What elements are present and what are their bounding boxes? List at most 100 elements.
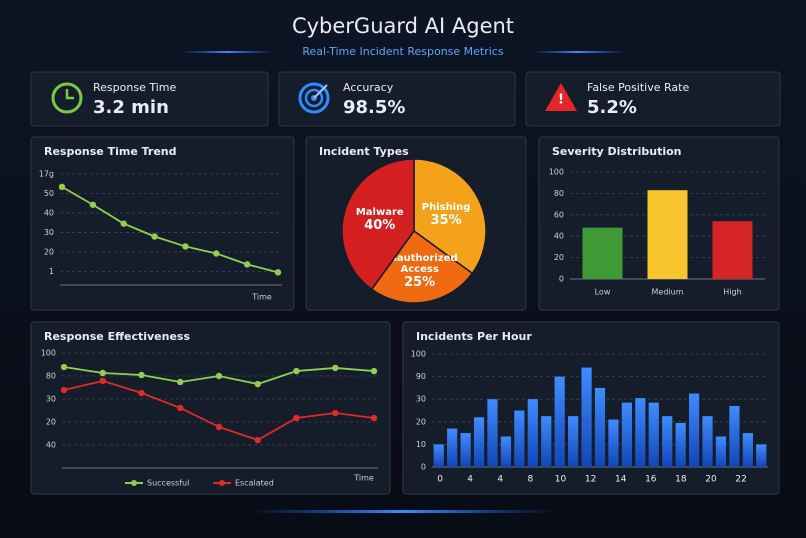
chart-panel: [30, 321, 391, 495]
bar: [688, 393, 700, 467]
point: [370, 414, 378, 422]
x-axis-label: Time: [251, 293, 272, 302]
y-tick-label: 40: [554, 232, 564, 241]
bar: [648, 402, 659, 467]
y-tick-label: 40: [44, 208, 54, 217]
bar: [460, 433, 471, 467]
legend-dot: [131, 480, 137, 486]
kpi-card: [525, 71, 781, 127]
svg-text:!: !: [558, 93, 564, 108]
point: [274, 269, 282, 276]
kpi-value: 3.2 min: [93, 97, 169, 118]
pie-slice: [370, 229, 474, 304]
point: [89, 201, 97, 208]
bar: [527, 399, 538, 467]
point: [60, 363, 68, 371]
point: [58, 183, 66, 191]
kpi-card: [30, 71, 269, 127]
slice-label: Phishing 35%: [406, 193, 486, 237]
bar: [635, 398, 646, 467]
point: [332, 409, 339, 417]
point: [99, 369, 106, 377]
page-title: CyberGuard AI Agent: [292, 14, 514, 38]
x-tick-label: 14: [615, 475, 627, 485]
slice-name: Malware: [355, 207, 404, 219]
pie-slice: [341, 158, 415, 291]
y-tick-label: 0: [421, 463, 426, 472]
y-tick-label: 100: [411, 350, 426, 359]
kpi-label: Accuracy: [343, 81, 394, 94]
y-tick-label: 30: [46, 395, 56, 404]
point: [151, 233, 158, 240]
y-tick-label: 100: [41, 349, 56, 358]
point: [332, 364, 339, 372]
glow-line: [180, 51, 275, 53]
bar: [647, 190, 688, 279]
point: [293, 414, 300, 422]
legend-label: Escalated: [235, 479, 274, 488]
legend-dot: [219, 480, 225, 486]
bar: [675, 422, 686, 467]
bar: [729, 405, 740, 467]
point: [182, 243, 189, 250]
kpi-card: [278, 71, 516, 127]
bar: [568, 416, 579, 467]
bar: [662, 416, 673, 467]
point: [177, 404, 184, 412]
y-tick-label: 20: [554, 253, 564, 262]
x-tick-label: 20: [705, 475, 717, 485]
bar: [581, 367, 592, 467]
y-tick-label: 30: [416, 395, 426, 404]
y-tick-label: 17g: [39, 170, 54, 179]
point: [99, 377, 106, 385]
y-tick-label: 20: [44, 247, 54, 256]
bar: [500, 436, 512, 467]
line: [61, 186, 279, 274]
chart-title: Incident Types: [319, 145, 409, 158]
slice-value: 35%: [430, 212, 462, 228]
bar: [715, 436, 727, 467]
point: [177, 378, 184, 386]
point: [243, 261, 251, 268]
kpi-value: 98.5%: [343, 97, 405, 118]
x-tick-label: 4: [467, 475, 473, 485]
y-tick-label: 1: [49, 267, 54, 276]
y-tick-label: 90: [416, 372, 426, 381]
bar: [433, 444, 444, 467]
bar: [541, 416, 552, 467]
x-tick-label: Medium: [652, 288, 684, 297]
bar: [447, 428, 458, 467]
page-subtitle: Real-Time Incident Response Metrics: [302, 45, 503, 58]
legend-label: Successful: [147, 479, 189, 488]
y-tick-label: 40: [46, 441, 56, 450]
bar: [473, 417, 485, 467]
chart-title: Response Effectiveness: [44, 330, 190, 343]
x-tick-label: 8: [528, 475, 534, 485]
y-tick-label: 80: [554, 189, 564, 198]
bar: [712, 221, 753, 279]
glow-line: [531, 51, 626, 53]
kpi-label: False Positive Rate: [587, 81, 689, 94]
point: [213, 250, 220, 257]
point: [370, 367, 378, 375]
chart-title: Severity Distribution: [552, 145, 682, 158]
kpi-label: Response Time: [93, 81, 176, 94]
x-tick-label: 4: [497, 475, 503, 485]
bar: [554, 376, 565, 467]
bar: [756, 444, 767, 467]
point: [215, 423, 223, 431]
kpi-value: 5.2%: [587, 97, 637, 118]
slice-label: Unauthorized Access 25%: [380, 250, 460, 294]
bar: [487, 399, 498, 467]
pie-slice: [413, 158, 487, 275]
y-tick-label: 10: [416, 440, 426, 449]
x-tick-label: 12: [585, 475, 596, 485]
point: [138, 371, 145, 379]
x-tick-label: 22: [735, 475, 746, 485]
x-tick-label: 10: [555, 475, 567, 485]
bar: [514, 410, 525, 467]
